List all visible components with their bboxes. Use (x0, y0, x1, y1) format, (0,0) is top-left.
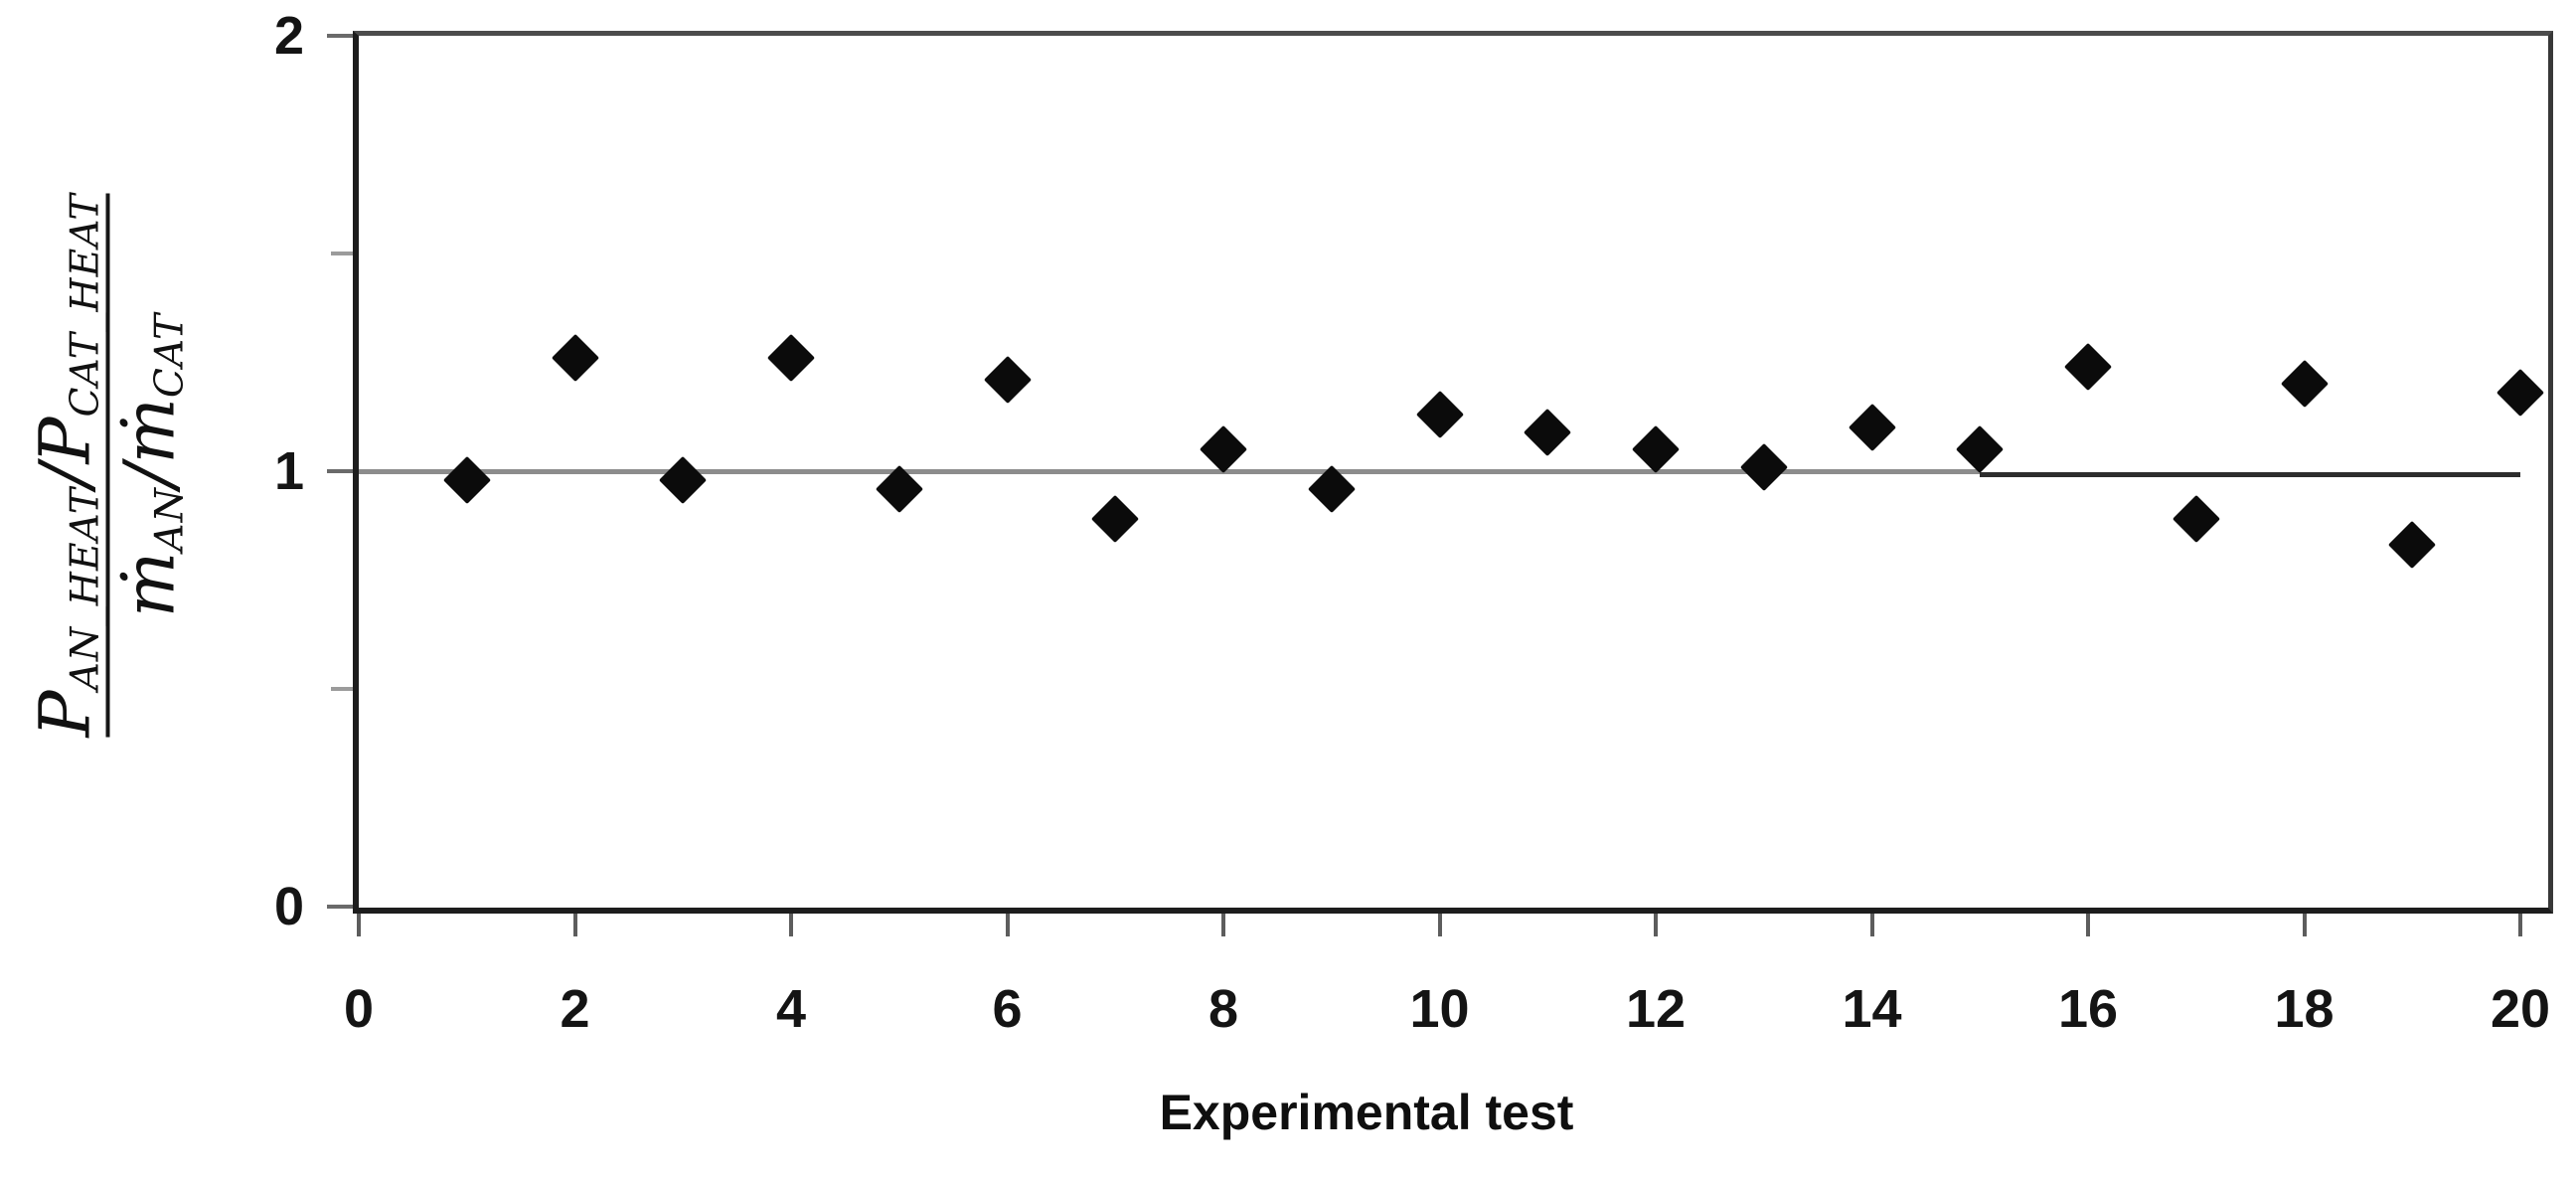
x-axis-tick (572, 914, 577, 936)
x-axis-tick (357, 914, 361, 936)
y-tick-label: 0 (273, 877, 304, 936)
x-tick-label: 0 (343, 979, 375, 1039)
y-axis-tick (327, 469, 353, 473)
x-axis-tick (789, 914, 793, 936)
data-point (442, 455, 491, 504)
data-point (1524, 408, 1572, 456)
x-tick-label: 10 (1409, 979, 1470, 1039)
y-axis-minor-tick (331, 252, 353, 255)
fraction-denominator: ṁAN/ṁCAT (108, 313, 192, 617)
data-point (1631, 425, 1681, 474)
x-tick-label: 2 (560, 979, 590, 1039)
x-tick-label: 20 (2490, 979, 2551, 1039)
math-subscript: AN_HEAT (63, 487, 108, 691)
math-subscript: CAT (147, 312, 193, 399)
data-point (2172, 495, 2220, 544)
x-tick-label: 4 (775, 979, 807, 1039)
x-axis-tick (2086, 914, 2090, 936)
x-tick-label: 12 (1625, 979, 1687, 1039)
y-axis-tick (327, 34, 353, 38)
data-point (1415, 391, 1464, 439)
math-symbol: ṁ (108, 398, 190, 464)
x-axis-tick (1221, 914, 1225, 936)
data-point (2496, 369, 2545, 418)
y-axis-fraction: PAN_HEAT/PCAT_HEAT ṁAN/ṁCAT (25, 193, 192, 738)
data-point (1199, 425, 1248, 474)
reference-line-dark (1980, 471, 2520, 477)
x-tick-label: 6 (992, 979, 1023, 1039)
math-symbol: / (108, 463, 190, 488)
data-point (2388, 521, 2437, 570)
x-tick-label: 18 (2274, 979, 2334, 1039)
x-tick-label: 16 (2057, 979, 2119, 1039)
x-tick-label: 14 (1842, 979, 1902, 1039)
math-symbol: P (24, 690, 106, 738)
y-axis-minor-tick (331, 687, 353, 691)
data-point (983, 355, 1032, 405)
math-symbol: / (24, 463, 106, 488)
math-subscript: CAT_HEAT (63, 193, 108, 418)
x-axis-title: Experimental test (1159, 1085, 1574, 1140)
data-point (1091, 495, 1140, 544)
x-axis-tick (1869, 914, 1874, 936)
data-point (1739, 442, 1788, 491)
y-axis-tick (327, 905, 353, 909)
math-subscript: AN (147, 487, 193, 552)
math-symbol: P (24, 417, 106, 464)
data-point (2063, 342, 2113, 391)
x-axis-tick (1437, 914, 1442, 936)
data-point (551, 334, 599, 383)
plot-inner (359, 36, 2547, 907)
x-tick-label: 8 (1208, 979, 1239, 1039)
reference-line-gray (359, 468, 1981, 474)
math-symbol: ṁ (108, 551, 190, 618)
x-axis-tick (1005, 914, 1010, 936)
x-axis-tick (1654, 914, 1658, 936)
x-axis-tick (2302, 914, 2307, 936)
data-point (766, 334, 816, 383)
data-point (2280, 360, 2329, 409)
data-point (659, 455, 708, 504)
data-point (1848, 404, 1896, 452)
y-tick-label: 1 (273, 441, 304, 501)
y-tick-label: 2 (273, 6, 304, 66)
fraction-numerator: PAN_HEAT/PCAT_HEAT (25, 193, 108, 737)
data-point (1956, 425, 2005, 474)
x-axis-tick (2518, 914, 2522, 936)
plot-area (353, 31, 2553, 914)
